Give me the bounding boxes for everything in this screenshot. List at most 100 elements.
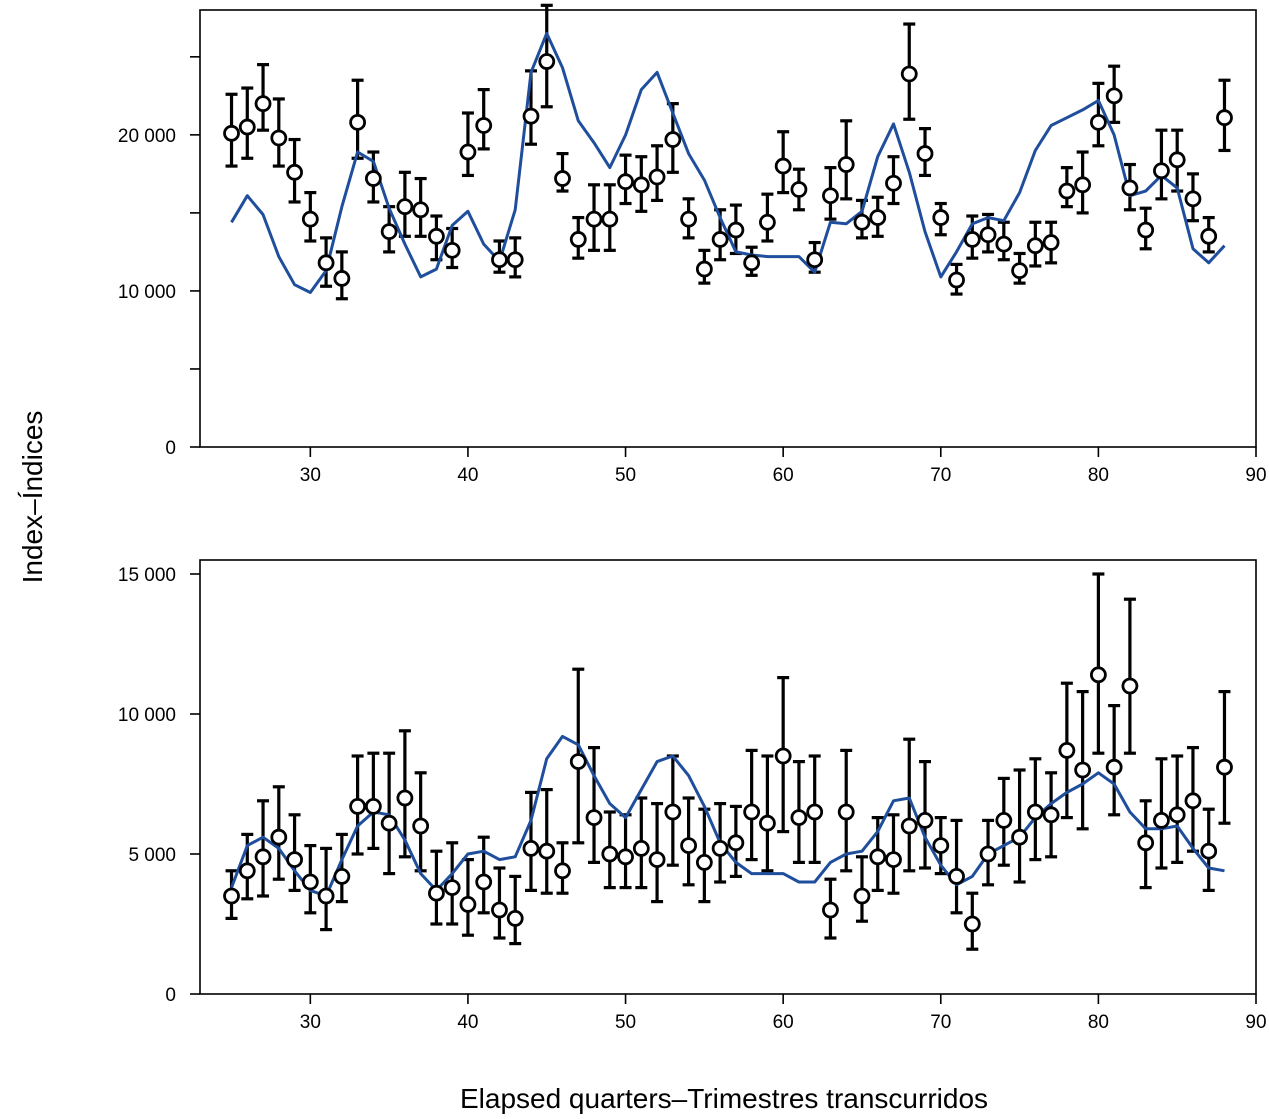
- x-tick-label: 30: [300, 1012, 321, 1033]
- data-point: [869, 209, 887, 226]
- data-point: [853, 887, 871, 905]
- data-point: [932, 209, 950, 226]
- data-point: [317, 254, 335, 272]
- data-point: [270, 129, 288, 147]
- fitted-line: [230, 31, 1226, 294]
- data-point: [301, 210, 319, 228]
- x-tick-label: 90: [1245, 465, 1266, 486]
- x-tick-label: 50: [615, 1012, 636, 1033]
- data-point: [885, 851, 902, 868]
- data-point: [1074, 761, 1092, 779]
- data-point: [711, 840, 729, 857]
- data-point: [238, 862, 256, 880]
- data-point: [569, 231, 587, 248]
- data-point: [317, 887, 335, 905]
- data-point: [869, 848, 887, 866]
- data-point: [554, 170, 571, 187]
- data-point: [522, 107, 540, 125]
- data-point: [759, 213, 776, 231]
- y-tick-label: 0: [165, 985, 176, 1006]
- data-point: [601, 845, 619, 863]
- data-point: [695, 260, 713, 278]
- x-tick-label: 60: [773, 1012, 794, 1033]
- data-point: [743, 803, 761, 821]
- x-tick-label: 90: [1245, 1012, 1266, 1033]
- data-point: [364, 798, 382, 815]
- data-point: [1011, 828, 1028, 846]
- plot-frame: [199, 559, 1257, 995]
- data-point: [1137, 221, 1155, 239]
- data-point: [396, 789, 414, 807]
- data-point: [1137, 834, 1155, 852]
- data-point: [286, 851, 303, 868]
- data-point: [459, 896, 477, 913]
- x-tick-label: 70: [930, 465, 951, 486]
- data-point: [349, 113, 367, 131]
- bottom-panel: 30 40 50 60 70 80 90 0 5 000 10 000 15 000: [118, 559, 1267, 1033]
- x-axis-title: Elapsed quarters–Trimestres transcurrido…: [460, 1083, 988, 1114]
- data-point: [837, 803, 855, 821]
- data-point: [364, 170, 382, 187]
- data-point: [680, 837, 697, 854]
- data-point: [1011, 262, 1028, 280]
- data-point: [727, 221, 745, 239]
- data-point: [774, 747, 792, 765]
- data-point: [475, 873, 493, 891]
- top-panel: 30 40 50 60 70 80 90 0 10 000 20 000: [118, 3, 1267, 486]
- x-tick-label: 60: [773, 465, 794, 486]
- data-point: [412, 201, 430, 219]
- data-point: [822, 187, 839, 205]
- data-point: [1042, 806, 1060, 824]
- data-point: [790, 809, 808, 826]
- data-point: [1105, 87, 1123, 105]
- data-point: [1153, 162, 1170, 180]
- data-point: [412, 817, 430, 835]
- plot-frame: [199, 9, 1257, 448]
- data-point: [1058, 742, 1076, 759]
- data-point: [1026, 237, 1044, 255]
- y-tick-label: 15 000: [118, 565, 176, 586]
- data-point: [790, 181, 808, 198]
- data-point: [963, 231, 981, 248]
- data-point: [254, 848, 272, 866]
- data-point: [333, 270, 351, 287]
- data-point: [538, 53, 556, 70]
- data-point: [1026, 803, 1044, 821]
- data-point: [979, 845, 997, 863]
- data-point: [727, 834, 745, 852]
- data-point: [1168, 806, 1186, 824]
- data-point: [664, 803, 682, 821]
- data-point: [963, 915, 981, 933]
- data-point: [1105, 758, 1123, 776]
- y-axis-title: Index–Índices: [17, 411, 48, 584]
- data-point: [1089, 666, 1107, 684]
- data-point: [900, 65, 918, 83]
- data-point: [585, 210, 603, 228]
- data-point: [554, 862, 571, 880]
- data-point: [916, 812, 934, 829]
- data-point: [428, 227, 445, 245]
- data-point: [932, 837, 950, 854]
- x-tick-label: 50: [615, 465, 636, 486]
- data-point: [900, 817, 918, 835]
- data-point: [916, 145, 934, 162]
- y-tick-label: 5 000: [128, 845, 176, 866]
- data-point: [1089, 113, 1107, 131]
- data-point: [648, 168, 666, 186]
- data-point: [632, 840, 650, 857]
- data-point: [617, 173, 634, 191]
- data-point: [270, 828, 288, 846]
- x-tick-label: 80: [1088, 1012, 1109, 1033]
- data-point: [837, 156, 855, 173]
- data-point: [238, 118, 256, 136]
- data-point: [806, 251, 824, 269]
- data-point: [1121, 179, 1139, 197]
- x-tick-label: 80: [1088, 465, 1109, 486]
- data-point: [538, 842, 556, 860]
- data-point: [254, 95, 272, 113]
- data-point: [822, 901, 839, 919]
- data-point: [1121, 677, 1139, 695]
- data-point: [585, 809, 603, 826]
- data-point: [1216, 109, 1233, 127]
